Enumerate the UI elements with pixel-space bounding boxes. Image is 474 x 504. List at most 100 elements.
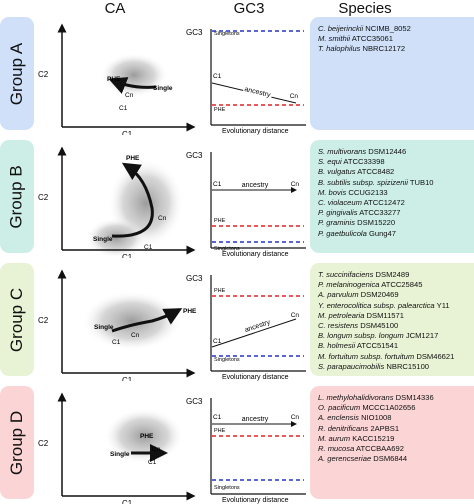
species-item: C. violaceum ATCC12472 — [318, 198, 474, 208]
gc3-x-axis-label: Evolutionary distance — [222, 497, 289, 504]
strain-id: NCIMB_8052 — [363, 24, 411, 33]
strain-id: 2APBS1 — [368, 423, 400, 433]
strain-id: DSM12446 — [366, 147, 407, 156]
species-name: C. resistens — [318, 321, 359, 331]
species-name: T. succinifaciens — [318, 270, 374, 279]
species-name: L. methylohalidivorans — [318, 393, 394, 402]
gc3-c1-label: C1 — [213, 73, 222, 80]
species-item: M. bovis CCUG2133 — [318, 188, 474, 198]
ancestry-label-bg — [240, 416, 270, 423]
group-label: Group A — [7, 42, 26, 105]
group-label-box: Group A — [0, 17, 34, 130]
ca-phe-label: PHE — [140, 433, 154, 440]
phe-label: PHE — [214, 428, 226, 434]
ca-cn-label: Cn — [152, 446, 161, 453]
species-item: P. gaetbulicola Gung47 — [318, 229, 474, 239]
ca-c1-label: C1 — [148, 459, 157, 466]
species-item: M. smithii ATCC35061 — [318, 34, 474, 44]
strain-id: ATCC35061 — [350, 34, 393, 44]
strain-id: NBRC12172 — [360, 44, 406, 54]
species-name: M. smithii — [318, 34, 351, 44]
species-item: C. beijerinckii NCIMB_8052 — [318, 24, 474, 34]
ca-y-axis-label: C2 — [38, 439, 49, 448]
species-item: P. graminis DSM15220 — [318, 218, 474, 228]
species-item: M. fortuitum subsp. fortuitum DSM46621 — [318, 352, 474, 362]
species-name: R. denitrificans — [318, 423, 369, 433]
species-name: B. vulgatus — [318, 167, 356, 177]
gc3-c1-label: C1 — [213, 414, 222, 421]
ancestry-label: ancestry — [244, 86, 272, 99]
species-name: M. fortuitum subsp. fortuitum — [318, 351, 415, 361]
ca-single-label: Single — [110, 451, 130, 458]
strain-id: DSM11571 — [364, 310, 404, 320]
species-column-header: Species — [338, 0, 392, 17]
strain-id: JCM1217 — [403, 331, 439, 341]
species-name: M. aurum — [318, 433, 351, 443]
ca-cn-label: Cn — [131, 332, 140, 339]
species-item: B. holmesii ATCC51541 — [318, 341, 474, 351]
ancestry-label-bg — [242, 85, 273, 100]
ca-x-axis-label: C1 — [122, 376, 133, 381]
ca-phe-label: PHE — [183, 308, 197, 315]
species-item: R. mucosa ATCCBAA692 — [318, 444, 474, 454]
strain-id: ATCCBAA692 — [354, 444, 404, 454]
gc3-cn-label: Cn — [290, 93, 299, 100]
species-name: C. violaceum — [318, 198, 362, 208]
species-name: A. gerencseriae — [318, 454, 372, 464]
group-label-box: Group B — [0, 140, 34, 253]
strain-id: ATCC51541 — [355, 341, 399, 351]
group-label-box: Group C — [0, 263, 34, 376]
species-item: P. melaninogenica ATCC25845 — [318, 280, 474, 290]
ca-c1-label: C1 — [119, 105, 128, 112]
species-list: C. beijerinckii NCIMB_8052 M. smithii ATC… — [310, 17, 474, 130]
species-name: Y. enterocolitica subsp. palearctica — [318, 300, 435, 310]
gc3-x-axis-label: Evolutionary distance — [222, 251, 289, 258]
strain-id: DSM46621 — [414, 351, 455, 361]
species-item: A. enclensis NIO1008 — [318, 413, 474, 423]
ca-cn-label: Cn — [158, 215, 167, 222]
species-name: S. multivorans — [318, 147, 367, 156]
gc3-y-axis-label: GC3 — [186, 151, 203, 160]
phe-label: PHE — [214, 218, 226, 224]
strain-id: ATCC33398 — [341, 157, 385, 167]
species-item: T. halophilus NBRC12172 — [318, 44, 474, 54]
species-list: S. multivorans DSM12446 S. equi ATCC33398… — [310, 140, 474, 253]
ancestry-label-bg — [240, 182, 270, 189]
ca-x-axis-label: C1 — [122, 130, 133, 135]
species-name: S. equi — [318, 157, 342, 167]
strain-id: ATCC8482 — [355, 167, 395, 177]
strain-id: DSM20469 — [358, 290, 399, 300]
species-item: T. succinifaciens DSM2489 — [318, 270, 474, 280]
species-name: P. graminis — [318, 218, 356, 228]
strain-id: DSM6844 — [371, 454, 408, 464]
species-item: O. pacificum MCCC1A02656 — [318, 403, 474, 413]
species-item: M. petrolearia DSM11571 — [318, 311, 474, 321]
group-label: Group D — [7, 410, 26, 475]
ca-c1-label: C1 — [112, 339, 121, 346]
ca-cloud — [86, 218, 146, 258]
gc3-y-axis-label: GC3 — [186, 274, 203, 283]
species-name: M. bovis — [318, 187, 347, 197]
species-name: P. melaninogenica — [318, 280, 380, 290]
group-label-box: Group D — [0, 386, 34, 499]
strain-id: NIO1008 — [358, 413, 392, 423]
ca-trajectory-arrow — [111, 162, 154, 238]
strain-id: DSM15220 — [355, 218, 396, 228]
ancestry-label-bg — [242, 318, 273, 335]
strain-id: CCUG2133 — [346, 187, 388, 197]
singletons-label: Singletons — [214, 485, 240, 491]
gc3-c1-label: C1 — [213, 338, 222, 345]
strain-id: Gung47 — [366, 228, 396, 238]
species-name: B. longum subsp. longum — [318, 331, 404, 341]
species-name: S. parapaucimobilis — [318, 361, 385, 371]
gc3-cn-label: Cn — [291, 414, 300, 421]
gc3-cn-label: Cn — [291, 181, 300, 188]
species-name: O. pacificum — [318, 403, 361, 413]
ca-y-axis-label: C2 — [38, 193, 49, 202]
